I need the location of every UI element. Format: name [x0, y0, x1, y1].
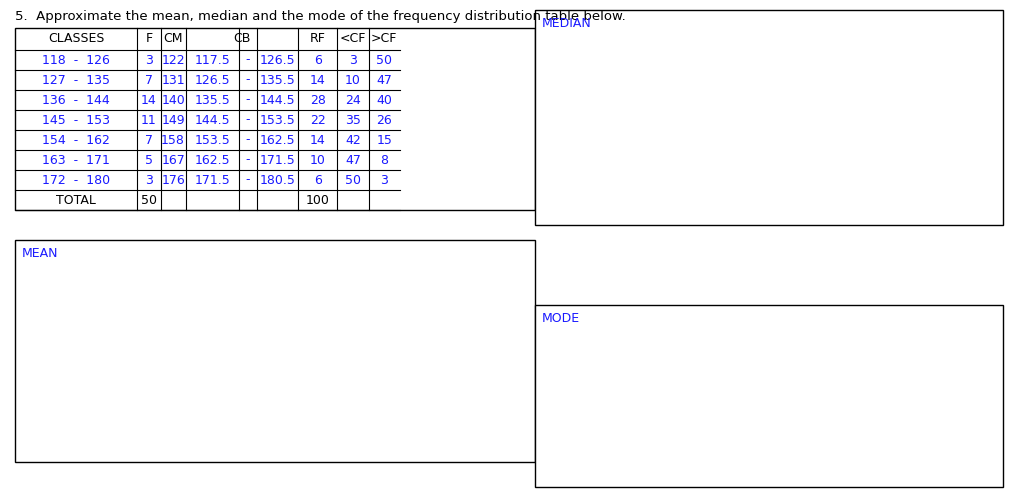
Text: 3: 3: [349, 54, 357, 67]
Text: 8: 8: [380, 154, 388, 166]
Text: 7: 7: [145, 74, 153, 86]
Text: 135.5: 135.5: [260, 74, 295, 86]
Text: 40: 40: [376, 93, 392, 106]
Text: 135.5: 135.5: [194, 93, 229, 106]
Text: 10: 10: [345, 74, 361, 86]
Text: 172  -  180: 172 - 180: [42, 173, 110, 186]
Text: 50: 50: [141, 193, 157, 206]
Text: 136  -  144: 136 - 144: [42, 93, 110, 106]
Text: 122: 122: [162, 54, 185, 67]
Text: 6: 6: [314, 54, 321, 67]
Text: 47: 47: [376, 74, 392, 86]
Text: 5.  Approximate the mean, median and the mode of the frequency distribution tabl: 5. Approximate the mean, median and the …: [15, 10, 626, 23]
Text: 158: 158: [161, 134, 185, 147]
Text: 144.5: 144.5: [260, 93, 295, 106]
Text: -: -: [246, 134, 250, 147]
Text: 117.5: 117.5: [194, 54, 229, 67]
Text: 7: 7: [145, 134, 153, 147]
Text: 50: 50: [345, 173, 361, 186]
Text: 144.5: 144.5: [194, 113, 229, 127]
Text: 171.5: 171.5: [194, 173, 229, 186]
Text: 180.5: 180.5: [260, 173, 295, 186]
Text: 167: 167: [161, 154, 185, 166]
Text: MEDIAN: MEDIAN: [542, 17, 591, 30]
Text: 162.5: 162.5: [260, 134, 295, 147]
Text: 162.5: 162.5: [194, 154, 229, 166]
Text: 153.5: 153.5: [260, 113, 295, 127]
Text: 176: 176: [161, 173, 185, 186]
Text: 145  -  153: 145 - 153: [42, 113, 110, 127]
Text: 126.5: 126.5: [260, 54, 295, 67]
Text: -: -: [246, 93, 250, 106]
Text: 140: 140: [161, 93, 185, 106]
Text: 3: 3: [380, 173, 388, 186]
Text: 3: 3: [145, 173, 153, 186]
Text: 22: 22: [310, 113, 326, 127]
Text: 14: 14: [310, 134, 326, 147]
Text: TOTAL: TOTAL: [57, 193, 96, 206]
Text: 14: 14: [141, 93, 157, 106]
Text: >CF: >CF: [371, 32, 397, 46]
Text: CM: CM: [164, 32, 183, 46]
Text: CB: CB: [234, 32, 251, 46]
Text: 5: 5: [145, 154, 153, 166]
Text: MODE: MODE: [542, 312, 580, 325]
Text: 3: 3: [145, 54, 153, 67]
Text: 10: 10: [310, 154, 326, 166]
Text: RF: RF: [310, 32, 326, 46]
Text: 47: 47: [345, 154, 361, 166]
Text: 42: 42: [345, 134, 361, 147]
Text: -: -: [246, 54, 250, 67]
Text: -: -: [246, 173, 250, 186]
Text: 6: 6: [314, 173, 321, 186]
Text: 163  -  171: 163 - 171: [42, 154, 110, 166]
Text: F: F: [146, 32, 153, 46]
Text: 131: 131: [162, 74, 185, 86]
Text: 171.5: 171.5: [260, 154, 295, 166]
Text: 154  -  162: 154 - 162: [42, 134, 110, 147]
Text: -: -: [246, 154, 250, 166]
Text: 153.5: 153.5: [194, 134, 229, 147]
Text: 35: 35: [345, 113, 361, 127]
Text: 50: 50: [376, 54, 392, 67]
Text: 24: 24: [345, 93, 361, 106]
Bar: [535, 10, 1003, 225]
Text: 126.5: 126.5: [194, 74, 229, 86]
Text: 14: 14: [310, 74, 326, 86]
Text: 127  -  135: 127 - 135: [42, 74, 110, 86]
Text: 28: 28: [310, 93, 326, 106]
Text: 100: 100: [306, 193, 330, 206]
Text: CLASSES: CLASSES: [48, 32, 104, 46]
Text: 26: 26: [376, 113, 392, 127]
Text: -: -: [246, 113, 250, 127]
Text: -: -: [246, 74, 250, 86]
Bar: [535, 305, 1003, 487]
Text: 118  -  126: 118 - 126: [42, 54, 110, 67]
Text: 15: 15: [376, 134, 392, 147]
Text: 149: 149: [162, 113, 185, 127]
Bar: [15, 240, 535, 462]
Text: <CF: <CF: [340, 32, 366, 46]
Text: MEAN: MEAN: [22, 247, 59, 260]
Bar: [15, 28, 535, 210]
Text: 11: 11: [141, 113, 157, 127]
